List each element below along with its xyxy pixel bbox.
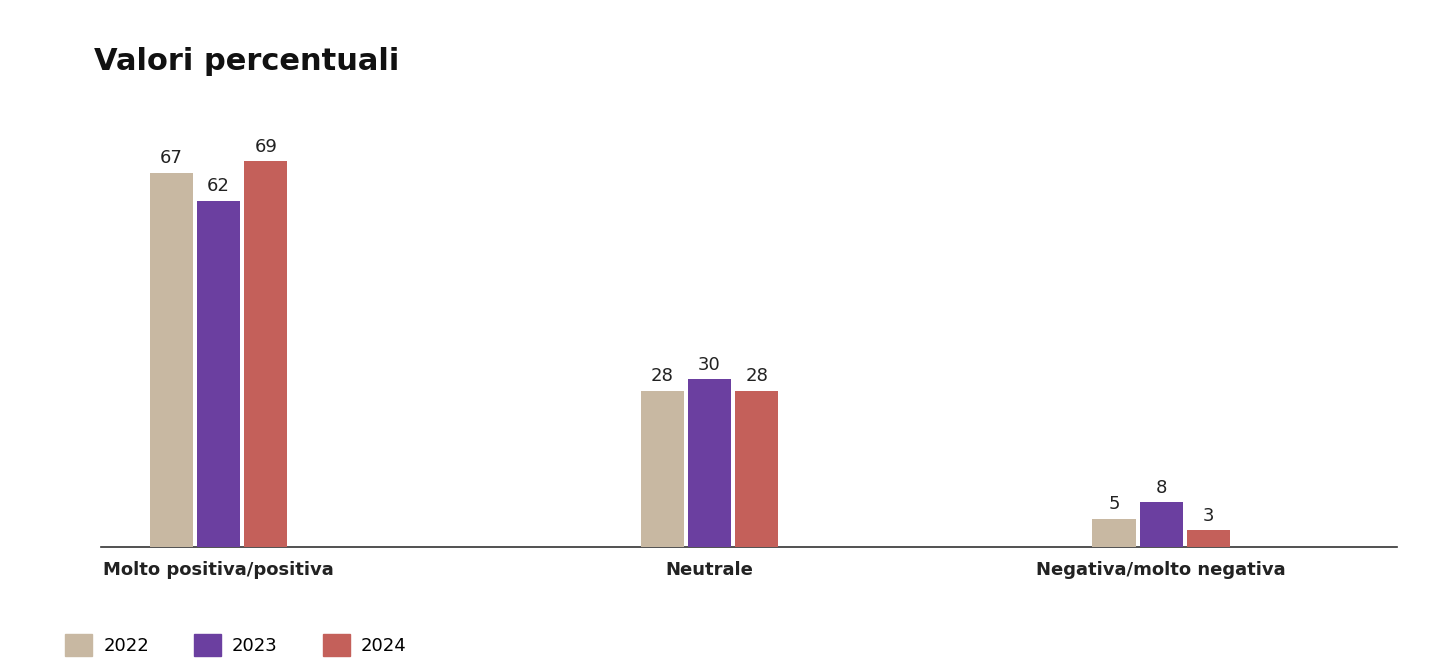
Bar bbox=[1139, 502, 1182, 547]
Bar bbox=[734, 391, 778, 547]
Text: 28: 28 bbox=[651, 367, 674, 385]
Text: 62: 62 bbox=[207, 177, 230, 195]
Bar bbox=[1093, 519, 1136, 547]
Text: 69: 69 bbox=[255, 138, 276, 156]
Bar bbox=[245, 161, 288, 547]
Bar bbox=[641, 391, 684, 547]
Text: 3: 3 bbox=[1202, 507, 1214, 524]
Text: 5: 5 bbox=[1109, 496, 1120, 514]
Text: Valori percentuali: Valori percentuali bbox=[94, 47, 399, 75]
Legend: 2022, 2023, 2024: 2022, 2023, 2024 bbox=[58, 626, 413, 663]
Text: 28: 28 bbox=[746, 367, 768, 385]
Text: 30: 30 bbox=[698, 356, 721, 374]
Bar bbox=[1187, 530, 1230, 547]
Text: 67: 67 bbox=[160, 149, 183, 167]
Bar bbox=[688, 380, 732, 547]
Bar bbox=[197, 201, 240, 547]
Text: 8: 8 bbox=[1155, 479, 1166, 497]
Bar bbox=[150, 173, 193, 547]
